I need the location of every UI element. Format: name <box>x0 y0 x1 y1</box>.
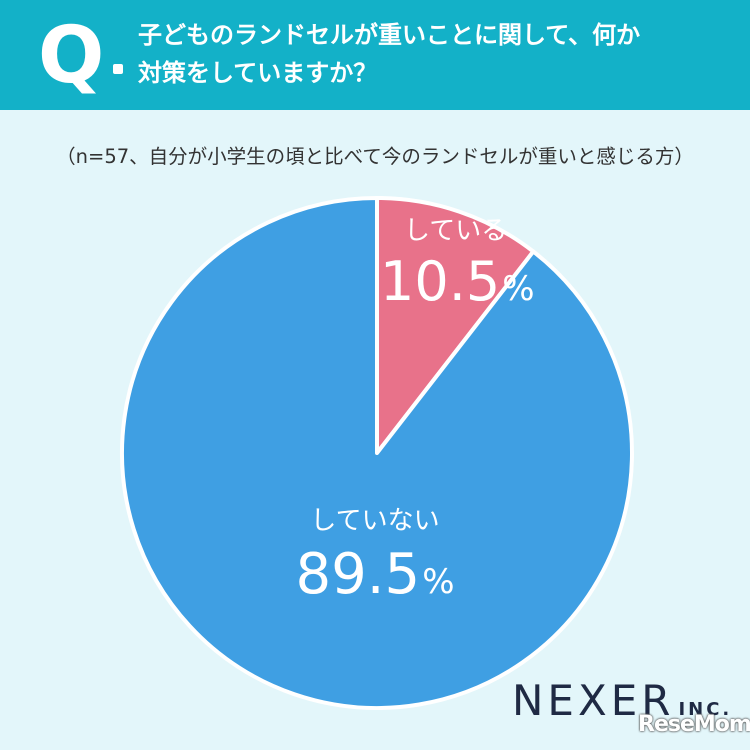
slice-label-shiteinai: していない 89.5% <box>260 500 490 620</box>
logo-main: NEXER <box>512 676 675 725</box>
slice-value-shiteinai: 89.5 <box>295 542 421 607</box>
q-dot <box>113 64 123 74</box>
slice-percent-shiteiru: 10.5% <box>380 247 560 324</box>
slice-value-shiteiru: 10.5 <box>380 250 501 313</box>
question-text: 子どものランドセルが重いことに関して、何か 対策をしていますか？ <box>138 16 728 92</box>
slice-unit-shiteinai: % <box>422 562 455 602</box>
slice-name-shiteinai: していない <box>310 506 440 536</box>
slice-name-shiteiru: している <box>404 216 508 246</box>
slice-label-shiteiru: している 10.5% <box>380 210 560 324</box>
question-line-2: 対策をしていますか？ <box>138 59 378 87</box>
logo-suffix: INC. <box>678 699 733 720</box>
q-mark: Q <box>38 11 105 101</box>
question-line-1: 子どものランドセルが重いことに関して、何か <box>138 21 641 49</box>
slice-unit-shiteiru: % <box>502 269 535 309</box>
resemom-watermark: ReseMom <box>638 712 750 737</box>
pie-slice-1 <box>120 196 634 710</box>
pie-slice-0 <box>375 196 536 455</box>
header-banner: Q 子どものランドセルが重いことに関して、何か 対策をしていますか？ <box>0 0 750 110</box>
slice-percent-shiteinai: 89.5% <box>260 537 490 620</box>
sample-note: （n=57、自分が小学生の頃と比べて今のランドセルが重いと感じる方） <box>56 145 694 168</box>
nexer-logo: NEXER INC. <box>512 676 732 725</box>
